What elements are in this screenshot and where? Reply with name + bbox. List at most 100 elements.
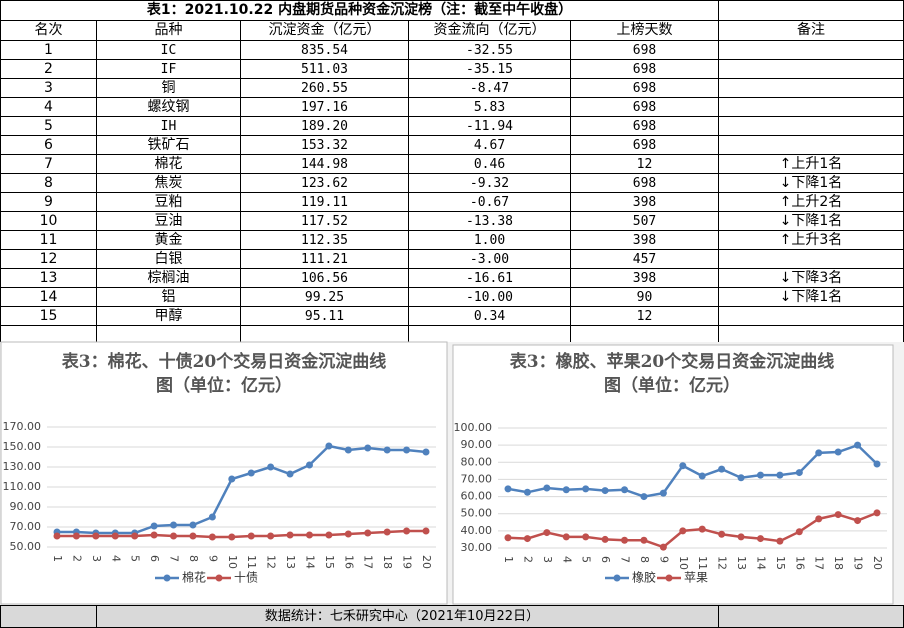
cell: 398 <box>570 192 719 212</box>
chart-title: 表3：棉花、十债20个交易日资金沉淀曲线图（单位：亿元） <box>61 352 387 396</box>
x-tick-label: 18 <box>832 556 845 570</box>
point <box>364 529 372 537</box>
y-tick-label: 90.00 <box>10 500 42 513</box>
point <box>582 485 590 493</box>
point <box>737 474 745 482</box>
data-row: 10 豆油 117.52 -13.38 507 ↓下降1名 <box>0 211 904 231</box>
point <box>247 532 255 540</box>
point <box>403 446 411 454</box>
cell: 铁矿石 <box>96 135 241 155</box>
cell: ↑上升2名 <box>718 192 904 212</box>
cell <box>718 135 904 155</box>
data-row: 1 IC 835.54 -32.55 698 <box>0 40 904 60</box>
data-row: 12 白银 111.21 -3.00 457 <box>0 249 904 269</box>
cell: 螺纹钢 <box>96 97 241 117</box>
x-tick-label: 18 <box>381 555 394 569</box>
header-cell: 名次 <box>0 20 97 41</box>
cell: ↓下降1名 <box>718 287 904 307</box>
cell: 511.03 <box>240 59 409 79</box>
header-cell: 沉淀资金（亿元） <box>240 20 409 41</box>
cell: 铜 <box>96 78 241 98</box>
x-tick-label: 3 <box>541 556 554 563</box>
cell: IH <box>96 116 241 136</box>
legend-label: 苹果 <box>684 571 708 585</box>
cell: 398 <box>570 268 719 288</box>
point <box>150 531 158 539</box>
y-tick-label: 50.00 <box>461 507 493 520</box>
point <box>679 462 687 470</box>
legend-marker <box>665 574 673 582</box>
point <box>854 517 862 525</box>
cell: 豆粕 <box>96 192 241 212</box>
cell: 豆油 <box>96 211 241 231</box>
point <box>776 471 784 479</box>
data-row: 7 棉花 144.98 0.46 12 ↑上升1名 <box>0 154 904 174</box>
cell <box>718 78 904 98</box>
cell: 黄金 <box>96 230 241 250</box>
x-tick-label: 19 <box>401 555 414 569</box>
point <box>286 531 294 539</box>
point <box>170 532 178 540</box>
cell <box>718 306 904 326</box>
data-row: 9 豆粕 119.11 -0.67 398 ↑上升2名 <box>0 192 904 212</box>
point <box>756 471 764 479</box>
legend-label: 橡胶 <box>632 570 656 585</box>
point <box>208 533 216 541</box>
point <box>854 441 862 449</box>
point <box>834 511 842 519</box>
cell: 119.11 <box>240 192 409 212</box>
x-tick-label: 9 <box>657 556 670 563</box>
point <box>562 486 570 494</box>
point <box>698 525 706 533</box>
cell: 123.62 <box>240 173 409 193</box>
cell: 焦炭 <box>96 173 241 193</box>
cell <box>570 325 719 343</box>
cell: 698 <box>570 135 719 155</box>
cell: 95.11 <box>240 306 409 326</box>
series-line <box>57 444 427 535</box>
point <box>228 533 236 541</box>
point <box>53 528 61 536</box>
point <box>756 535 764 543</box>
point <box>364 444 372 452</box>
point <box>92 529 100 537</box>
point <box>543 484 551 492</box>
data-row: 5 IH 189.20 -11.94 698 <box>0 116 904 136</box>
point <box>795 469 803 477</box>
x-tick-label: 14 <box>754 556 767 570</box>
legend-label: 十债 <box>234 571 258 585</box>
cell: 12 <box>570 306 719 326</box>
cell: 4.67 <box>408 135 571 155</box>
cell: 白银 <box>96 249 241 269</box>
header-row: 名次 品种 沉淀资金（亿元） 资金流向（亿元） 上榜天数 备注 <box>0 20 904 41</box>
point <box>325 442 333 450</box>
y-tick-label: 150.00 <box>3 440 42 453</box>
cell: 111.21 <box>240 249 409 269</box>
cell: ↓下降1名 <box>718 173 904 193</box>
point <box>383 446 391 454</box>
cell: 8 <box>0 173 97 193</box>
data-row: 15 甲醇 95.11 0.34 12 <box>0 306 904 326</box>
y-tick-label: 100.00 <box>454 421 493 434</box>
cell: 698 <box>570 173 719 193</box>
point <box>834 448 842 456</box>
x-tick-label: 3 <box>90 555 103 562</box>
cell: 507 <box>570 211 719 231</box>
cell: 15 <box>0 306 97 326</box>
point <box>718 530 726 538</box>
x-tick-label: 10 <box>226 555 239 569</box>
point <box>698 472 706 480</box>
series-line <box>507 443 878 498</box>
cell <box>240 325 409 343</box>
cell: 112.35 <box>240 230 409 250</box>
point <box>776 537 784 545</box>
cell: 398 <box>570 230 719 250</box>
cell: 117.52 <box>240 211 409 231</box>
cell: 698 <box>570 59 719 79</box>
point <box>305 461 313 469</box>
x-tick-label: 4 <box>560 556 573 563</box>
cell: -10.00 <box>408 287 571 307</box>
point <box>523 488 531 496</box>
cell: 5 <box>0 116 97 136</box>
y-tick-label: 70.00 <box>10 520 42 533</box>
